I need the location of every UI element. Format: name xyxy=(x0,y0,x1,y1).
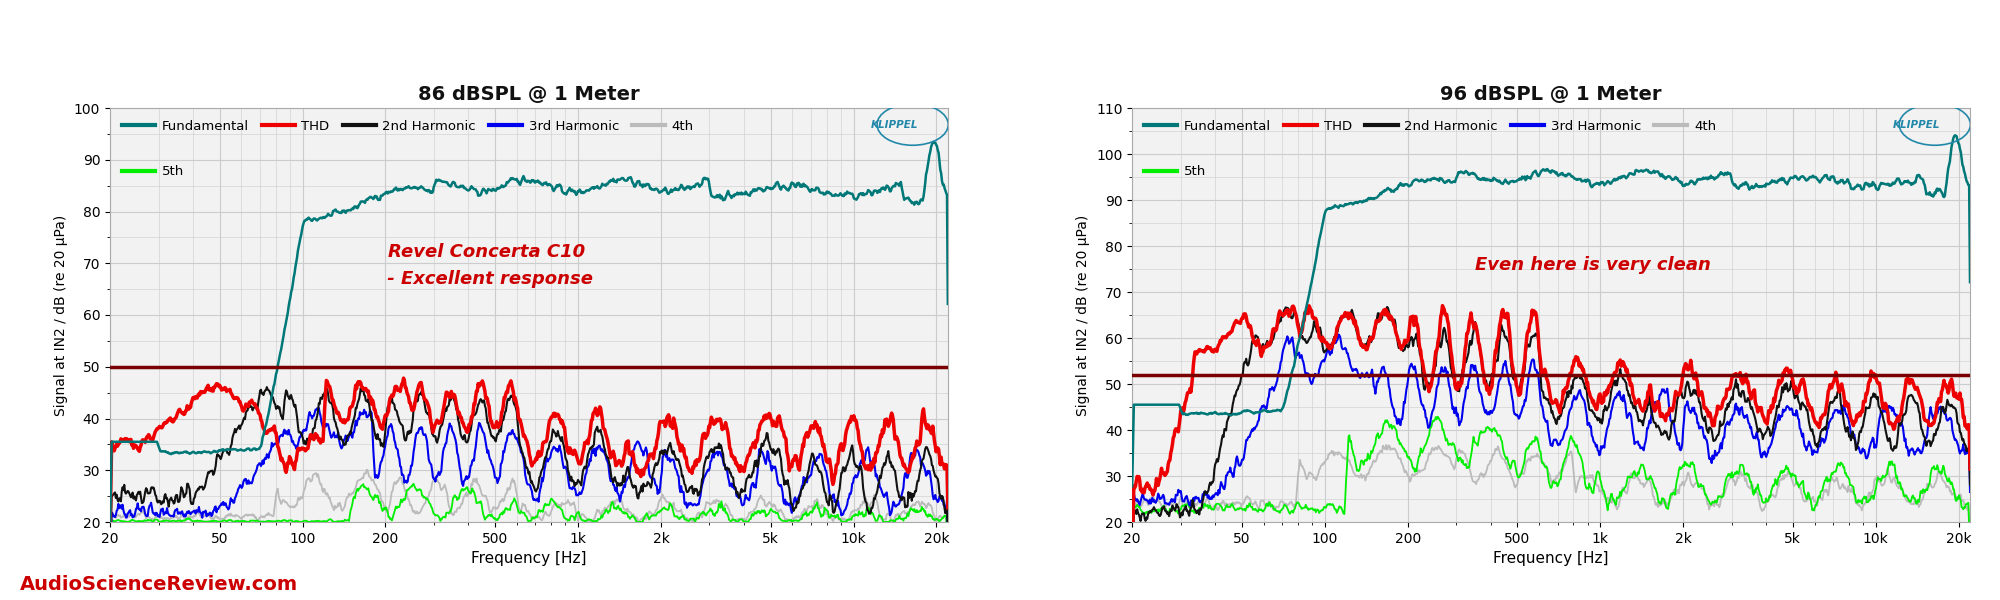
Text: KLIPPEL: KLIPPEL xyxy=(872,121,918,130)
Legend: 5th: 5th xyxy=(1138,160,1212,184)
X-axis label: Frequency [Hz]: Frequency [Hz] xyxy=(1494,551,1608,566)
Text: KLIPPEL: KLIPPEL xyxy=(1894,121,1940,130)
Y-axis label: Signal at IN2 / dB (re 20 μPa): Signal at IN2 / dB (re 20 μPa) xyxy=(54,214,68,416)
Title: 96 dBSPL @ 1 Meter: 96 dBSPL @ 1 Meter xyxy=(1440,85,1662,104)
X-axis label: Frequency [Hz]: Frequency [Hz] xyxy=(472,551,586,566)
Text: AudioScienceReview.com: AudioScienceReview.com xyxy=(20,575,298,594)
Text: Even here is very clean: Even here is very clean xyxy=(1476,256,1710,274)
Y-axis label: Signal at IN2 / dB (re 20 μPa): Signal at IN2 / dB (re 20 μPa) xyxy=(1076,214,1090,416)
Text: Revel Concerta C10
 - Excellent response: Revel Concerta C10 - Excellent response xyxy=(382,243,594,287)
Legend: 5th: 5th xyxy=(116,160,188,184)
Title: 86 dBSPL @ 1 Meter: 86 dBSPL @ 1 Meter xyxy=(418,85,640,104)
